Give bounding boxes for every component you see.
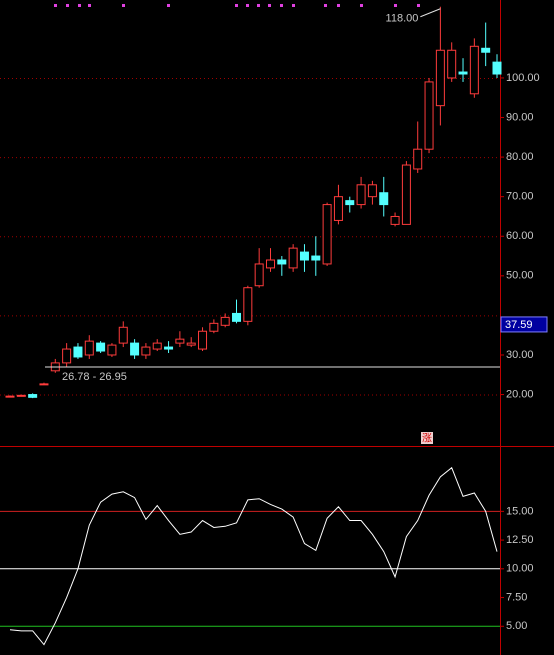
y-tick-label: 50.00 — [506, 270, 534, 282]
candle-body — [130, 342, 140, 356]
candle-body — [469, 45, 479, 95]
candle-body — [390, 215, 400, 225]
candle-body — [175, 338, 185, 344]
range-label: 26.78 - 26.95 — [62, 371, 127, 383]
candle-body — [333, 196, 343, 221]
candle-body — [232, 312, 242, 322]
candle-body — [220, 316, 230, 326]
candle-body — [311, 255, 321, 261]
candle-body — [447, 49, 457, 79]
y-tick-label: 70.00 — [506, 191, 534, 203]
badge: 涨 — [422, 433, 432, 445]
candle-body — [186, 342, 196, 346]
candle-body — [424, 81, 434, 150]
indicator-line — [9, 466, 498, 646]
candle-body — [345, 200, 355, 206]
candle-body — [243, 287, 253, 322]
candle-body — [401, 164, 411, 225]
candle-body — [481, 47, 491, 53]
candle-body — [367, 184, 377, 198]
candle-body — [96, 342, 106, 352]
candle-body — [141, 346, 151, 356]
y-tick-label: 90.00 — [506, 111, 534, 123]
max-label: 118.00 — [386, 13, 419, 25]
y-tick-label: 12.50 — [506, 534, 534, 546]
y-tick-label: 30.00 — [506, 349, 534, 361]
last-price-label: 37.59 — [505, 319, 533, 331]
candle-body — [62, 348, 72, 364]
candle-body — [152, 342, 162, 350]
candle-body — [458, 71, 468, 75]
candle-body — [5, 395, 15, 398]
y-tick-label: 7.50 — [506, 591, 527, 603]
candle-body — [413, 148, 423, 170]
candle-body — [435, 49, 445, 107]
candle-body — [28, 394, 38, 398]
y-tick-label: 60.00 — [506, 230, 534, 242]
event-markers — [54, 4, 420, 7]
max-pointer — [420, 8, 441, 18]
candle-body — [16, 394, 26, 397]
candle-body — [39, 383, 49, 386]
y-tick-label: 80.00 — [506, 151, 534, 163]
candle-body — [322, 204, 332, 265]
candle-body — [277, 259, 287, 265]
y-tick-label: 20.00 — [506, 388, 534, 400]
y-tick-label: 10.00 — [506, 563, 534, 575]
candle-body — [288, 247, 298, 269]
last-price-box — [500, 316, 548, 333]
candle-body — [254, 263, 264, 287]
candle-body — [84, 340, 94, 356]
badge-box — [421, 432, 433, 444]
y-tick-label: 100.00 — [506, 72, 540, 84]
y-tick-label: 5.00 — [506, 620, 527, 632]
y-tick-label: 15.00 — [506, 505, 534, 517]
candle-body — [299, 251, 309, 261]
candle-body — [107, 344, 117, 356]
candle-body — [265, 259, 275, 269]
candle-body — [198, 330, 208, 350]
candle-body — [73, 346, 83, 358]
candle-body — [164, 346, 174, 350]
candle-body — [118, 326, 128, 344]
candle-body — [492, 61, 502, 75]
candle-body — [356, 184, 366, 206]
candle-body — [209, 322, 219, 332]
candle-body — [379, 192, 389, 206]
